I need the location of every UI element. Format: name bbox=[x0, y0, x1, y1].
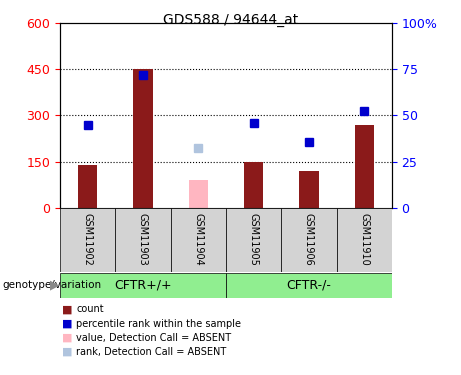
Text: GSM11906: GSM11906 bbox=[304, 213, 314, 266]
Text: ■: ■ bbox=[62, 319, 73, 328]
Text: CFTR-/-: CFTR-/- bbox=[286, 279, 331, 292]
Text: GDS588 / 94644_at: GDS588 / 94644_at bbox=[163, 13, 298, 27]
Text: GSM11903: GSM11903 bbox=[138, 213, 148, 266]
Bar bbox=[355, 124, 374, 208]
Text: genotype/variation: genotype/variation bbox=[2, 280, 101, 290]
Text: ■: ■ bbox=[62, 347, 73, 357]
Bar bbox=[226, 273, 392, 298]
Text: GSM11902: GSM11902 bbox=[83, 213, 93, 266]
Text: GSM11910: GSM11910 bbox=[359, 213, 369, 266]
Text: CFTR+/+: CFTR+/+ bbox=[114, 279, 171, 292]
Bar bbox=[133, 69, 153, 208]
Bar bbox=[60, 208, 115, 272]
Bar bbox=[281, 208, 337, 272]
Text: GSM11905: GSM11905 bbox=[248, 213, 259, 266]
Bar bbox=[115, 208, 171, 272]
Bar bbox=[337, 208, 392, 272]
Text: rank, Detection Call = ABSENT: rank, Detection Call = ABSENT bbox=[76, 347, 226, 357]
Text: percentile rank within the sample: percentile rank within the sample bbox=[76, 319, 241, 328]
Text: ■: ■ bbox=[62, 333, 73, 343]
Bar bbox=[189, 180, 208, 208]
Bar bbox=[299, 171, 319, 208]
Bar bbox=[60, 273, 226, 298]
Text: GSM11904: GSM11904 bbox=[193, 213, 203, 266]
Bar bbox=[78, 165, 97, 208]
Bar bbox=[171, 208, 226, 272]
Bar bbox=[226, 208, 281, 272]
Text: ▶: ▶ bbox=[50, 279, 59, 292]
Text: ■: ■ bbox=[62, 304, 73, 314]
Text: value, Detection Call = ABSENT: value, Detection Call = ABSENT bbox=[76, 333, 231, 343]
Text: count: count bbox=[76, 304, 104, 314]
Bar bbox=[244, 162, 263, 208]
